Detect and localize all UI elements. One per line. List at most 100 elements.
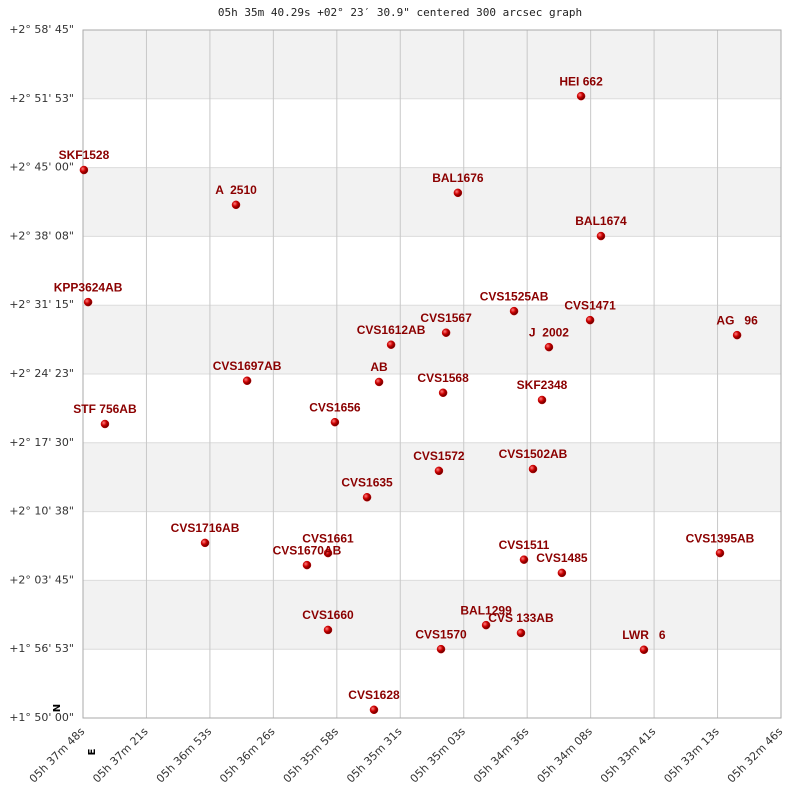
x-tick-label: 05h 33m 13s [661,725,722,786]
y-tick-label: +1° 50' 00" [9,711,74,724]
star-label: LWR 6 [622,628,666,642]
x-tick-label: 05h 35m 31s [344,725,405,786]
star-label: CVS1395AB [686,531,755,545]
y-tick-label: +2° 45' 00" [9,161,74,174]
star-point [576,91,586,101]
star-point [537,395,547,405]
star-point [231,200,241,210]
star-label: CVS1567 [420,311,472,325]
band [83,442,781,512]
star-point [732,330,742,340]
star-label: CVS1485 [536,551,588,565]
x-tick-label: 05h 34m 36s [471,725,532,786]
star-point [715,548,725,558]
star-label: SKF2348 [517,378,568,392]
star-point [386,340,396,349]
star-label: CVS1568 [417,371,469,385]
star-label: CVS1628 [348,688,400,702]
star-point [374,377,384,387]
y-tick-label: +2° 17' 30" [9,436,74,449]
y-tick-label: +2° 10' 38" [9,505,74,518]
star-label: A 2510 [215,183,257,197]
star-label: CVS1572 [413,449,465,463]
star-label: BAL1674 [575,214,627,228]
star-point [79,165,89,175]
x-tick-label: 05h 36m 26s [217,725,278,786]
star-point [453,188,463,198]
star-label: CVS1697AB [213,359,282,373]
x-tick-label: 05h 32m 46s [725,725,786,786]
star-label: CVS1502AB [499,447,568,461]
star-point [639,645,649,655]
band [83,305,781,374]
star-label: CVS1471 [564,298,616,312]
star-point [242,376,252,386]
band [83,167,781,237]
star-label: CVS1661 [302,531,354,545]
star-label: AB [370,360,388,374]
star-point [596,231,606,241]
star-point [438,388,448,398]
star-point [100,419,110,429]
plot-frame [82,29,782,719]
star-label: CVS1716AB [171,521,240,535]
star-point [509,306,519,316]
star-point [83,297,93,307]
star-label: CVS1660 [302,608,354,622]
star-label: BAL1299 [460,603,512,617]
star-label: CVS1525AB [480,289,549,303]
north-marker: N [52,704,63,712]
star-label: KPP3624AB [54,280,123,294]
star-label: CVS1570 [415,627,467,641]
star-label: STF 756AB [73,402,137,416]
x-tick-label: 05h 37m 48s [27,725,88,786]
star-point [528,464,538,474]
star-label: AG 96 [716,313,758,327]
star-point [323,625,333,635]
star-point [323,548,333,558]
star-label: CVS1656 [309,400,361,414]
star-point [434,466,444,476]
y-tick-label: +2° 24' 23" [9,367,74,380]
star-label: CVS1635 [341,475,393,489]
star-label: SKF1528 [59,148,110,162]
star-label: BAL1676 [432,171,484,185]
star-label: HEI 662 [559,74,603,88]
star-point [369,705,379,715]
x-tick-label: 05h 35m 03s [408,725,469,786]
star-label: CVS1612AB [357,323,426,337]
x-tick-label: 05h 35m 58s [281,725,342,786]
star-label: CVS1670AB [273,543,342,557]
y-tick-label: +2° 03' 45" [9,573,74,586]
y-tick-label: +2° 58' 45" [9,23,74,36]
star-point [362,492,372,502]
star-label: CVS 133AB [488,611,554,625]
star-point [302,560,312,570]
star-point [436,644,446,654]
star-point [519,555,529,564]
x-tick-label: 05h 36m 53s [154,725,215,786]
star-point [585,315,595,325]
star-point [441,328,451,337]
star-point [200,538,210,548]
band [83,580,781,650]
chart-title: 05h 35m 40.29s +02° 23′ 30.9" centered 3… [218,6,582,19]
x-tick-label: 05h 34m 08s [534,725,595,786]
star-point [544,342,554,352]
y-tick-label: +2° 38' 08" [9,229,74,242]
star-point [330,417,340,427]
star-point [557,568,567,578]
band [83,30,781,99]
star-point [481,620,491,630]
x-tick-label: 05h 37m 21s [90,725,151,786]
star-label: CVS1511 [499,538,550,552]
east-marker: E [87,748,98,755]
star-point [516,628,526,638]
y-tick-label: +2° 51' 53" [9,92,74,105]
y-tick-label: +2° 31' 15" [9,298,74,311]
y-tick-label: +1° 56' 53" [9,642,74,655]
star-label: J 2002 [529,325,569,339]
x-tick-label: 05h 33m 41s [598,725,659,786]
